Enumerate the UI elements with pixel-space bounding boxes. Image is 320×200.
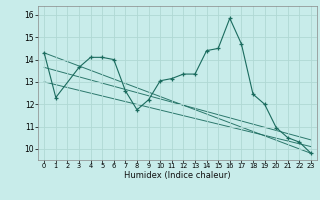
X-axis label: Humidex (Indice chaleur): Humidex (Indice chaleur) — [124, 171, 231, 180]
